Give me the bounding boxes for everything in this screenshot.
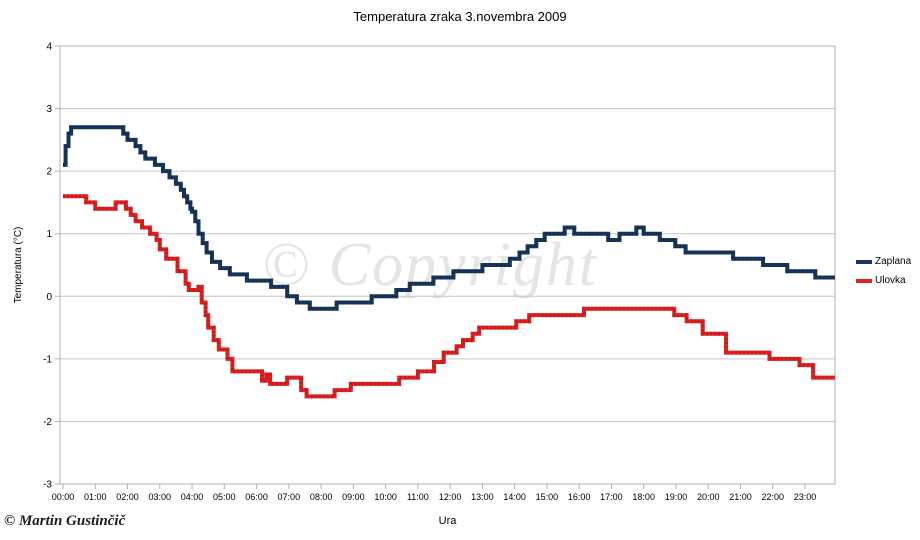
x-tick-label: 05:00 [213, 492, 236, 502]
legend-item-zaplana: Zaplana [856, 256, 911, 267]
y-tick-label: 3 [46, 104, 52, 115]
legend-swatch-zaplana [856, 259, 872, 264]
chart-title: Temperatura zraka 3.novembra 2009 [353, 9, 567, 24]
x-tick-label: 00:00 [52, 492, 75, 502]
legend-item-ulovka: Ulovka [856, 275, 911, 286]
y-tick-label: 1 [46, 229, 52, 240]
x-tick-label: 16:00 [568, 492, 591, 502]
x-tick-label: 14:00 [503, 492, 526, 502]
x-tick-label: 06:00 [245, 492, 268, 502]
y-tick-label: 0 [46, 292, 52, 303]
x-tick-label: 02:00 [116, 492, 139, 502]
x-tick-label: 09:00 [342, 492, 365, 502]
copyright-watermark: © Copyright [262, 231, 599, 299]
x-tick-label: 15:00 [536, 492, 559, 502]
x-tick-label: 08:00 [310, 492, 333, 502]
series-line-ulovka-texture [63, 194, 835, 399]
series-line-zaplana [63, 125, 835, 311]
x-tick-label: 21:00 [729, 492, 752, 502]
x-axis-title: Ura [438, 515, 457, 527]
x-tick-label: 07:00 [278, 492, 301, 502]
legend-swatch-ulovka [856, 278, 872, 283]
series-line-zaplana-texture [63, 125, 835, 311]
x-tick-label: 11:00 [407, 492, 429, 502]
x-tick-label: 10:00 [374, 492, 397, 502]
y-tick-label: 2 [46, 167, 52, 178]
legend: Zaplana Ulovka [856, 256, 911, 294]
x-tick-label: 19:00 [665, 492, 688, 502]
x-tick-label: 17:00 [600, 492, 623, 502]
y-tick-label: -3 [43, 480, 52, 491]
y-tick-label: -1 [43, 354, 52, 365]
x-tick-label: 04:00 [181, 492, 204, 502]
x-tick-label: 01:00 [84, 492, 107, 502]
legend-label: Zaplana [875, 256, 912, 267]
x-tick-label: 13:00 [471, 492, 494, 502]
y-tick-label: -2 [43, 417, 52, 428]
plot-border [59, 45, 836, 485]
x-tick-label: 20:00 [697, 492, 720, 502]
legend-label: Ulovka [875, 275, 906, 286]
x-tick-label: 22:00 [761, 492, 784, 502]
author-credit: © Martin Gustinčič [4, 513, 126, 529]
y-axis-title: Temperatura (°C) [13, 226, 24, 304]
x-tick-label: 03:00 [149, 492, 172, 502]
series-line-ulovka [63, 194, 835, 399]
y-tick-label: 4 [46, 42, 52, 53]
x-tick-label: 23:00 [794, 492, 817, 502]
x-tick-label: 12:00 [439, 492, 462, 502]
x-tick-label: 18:00 [632, 492, 655, 502]
